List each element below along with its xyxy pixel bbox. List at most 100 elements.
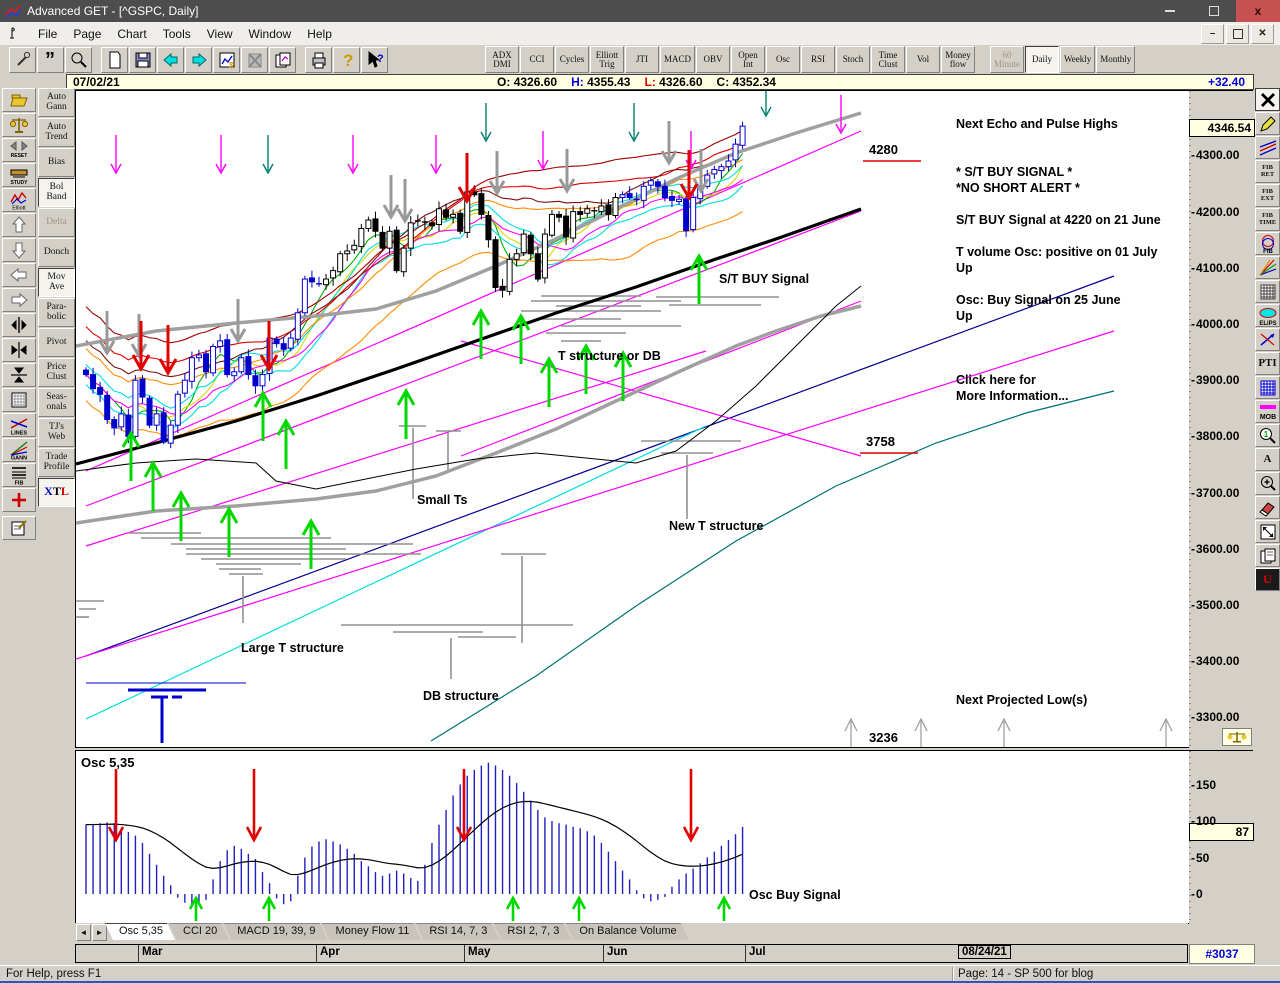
price-chart[interactable]: 4280 3758 3236 S/T BUY Signal T structure or… xyxy=(75,78,1190,748)
study-trade-profile-button[interactable]: Trade Profile xyxy=(38,448,75,477)
indicator-jti[interactable]: JTI xyxy=(625,46,659,73)
context-help-button[interactable]: ? xyxy=(361,46,388,73)
study-tool-button[interactable]: STUDY xyxy=(2,163,36,187)
chart-edit-button[interactable]: $ xyxy=(213,46,240,73)
properties-tool-button[interactable] xyxy=(2,516,36,540)
menu-tools[interactable]: Tools xyxy=(162,26,191,41)
expand-vertical-tool-button[interactable] xyxy=(2,363,36,387)
indicator-osc[interactable]: Osc xyxy=(766,46,801,73)
child-close-button[interactable]: ✕ xyxy=(1251,23,1274,44)
child-minimize-button[interactable]: – xyxy=(1201,23,1224,44)
timeframe-daily[interactable]: Daily xyxy=(1025,46,1060,73)
indicator-cci[interactable]: CCI xyxy=(520,46,554,73)
indicator-money-flow[interactable]: Money flow xyxy=(941,46,976,73)
tab-rsi-2-7-3[interactable]: RSI 2, 7, 3 xyxy=(493,923,571,940)
compress-vertical-tool-button[interactable] xyxy=(2,313,36,337)
blue-grid-tool-button[interactable] xyxy=(1255,376,1280,399)
gann-fan-tool-button[interactable] xyxy=(1255,256,1280,279)
oscillator-panel[interactable]: Osc 5,35 Osc Buy Signal xyxy=(75,750,1190,924)
menu-file[interactable]: File xyxy=(38,26,58,41)
tab-scroll-left-button[interactable]: ◄ xyxy=(76,924,91,941)
elliott-tool-button[interactable]: Elliott xyxy=(2,188,36,212)
date-axis[interactable]: Mar Apr May Jun Jul 08/24/21 xyxy=(75,944,1188,963)
fib-circle-tool-button[interactable]: FIB xyxy=(1255,232,1280,255)
timeframe-monthly[interactable]: Monthly xyxy=(1096,46,1136,73)
arrow-right-tool-button[interactable] xyxy=(2,288,36,312)
grid-tool-button[interactable] xyxy=(1255,280,1280,303)
magnify-one-tool-button[interactable]: 1 xyxy=(1255,424,1280,447)
tab-on-balance-volume[interactable]: On Balance Volume xyxy=(565,923,688,940)
fib-time-tool-button[interactable]: FIB TIME xyxy=(1255,208,1280,231)
arrow-up-tool-button[interactable] xyxy=(2,213,36,237)
search-button[interactable] xyxy=(65,46,92,73)
tab-osc-5-35[interactable]: Osc 5,35 xyxy=(105,923,175,940)
tab-money-flow-11[interactable]: Money Flow 11 xyxy=(322,923,422,940)
indicator-stoch[interactable]: Stoch xyxy=(836,46,871,73)
arrow-down-tool-button[interactable] xyxy=(2,238,36,262)
expand-grid-tool-button[interactable] xyxy=(1255,520,1280,543)
study-bias-button[interactable]: Bias xyxy=(38,148,75,177)
study-auto-gann-button[interactable]: Auto Gann xyxy=(38,88,75,117)
tab-scroll-right-button[interactable]: ► xyxy=(92,924,107,941)
study-auto-trend-button[interactable]: Auto Trend xyxy=(38,118,75,147)
copy-pages-tool-button[interactable] xyxy=(1255,544,1280,567)
study-bol-band-button[interactable]: Bol Band xyxy=(38,178,75,207)
study-tjs-web-button[interactable]: TJ's Web xyxy=(38,418,75,447)
open-folder-tool-button[interactable] xyxy=(2,88,36,112)
menu-view[interactable]: View xyxy=(206,26,233,41)
indicator-cycles[interactable]: Cycles xyxy=(555,46,589,73)
print-button[interactable] xyxy=(305,46,332,73)
text-tool-button[interactable]: A xyxy=(1255,448,1280,471)
child-restore-button[interactable] xyxy=(1226,23,1249,44)
study-price-clust-button[interactable]: Price Clust xyxy=(38,358,75,387)
grid-page-tool-button[interactable] xyxy=(2,388,36,412)
reset-tool-button[interactable]: RESET xyxy=(2,138,36,162)
study-xtl-button[interactable]: XTL xyxy=(38,478,75,507)
study-para--bolic-button[interactable]: Para-bolic xyxy=(38,298,75,327)
timeframe-60-minute[interactable]: 60 Minute xyxy=(990,46,1025,73)
indicator-rsi[interactable]: RSI xyxy=(801,46,836,73)
scales-tool-button[interactable] xyxy=(2,113,36,137)
page-forward-button[interactable] xyxy=(185,46,212,73)
mob-tool-button[interactable]: MOB xyxy=(1255,400,1280,423)
scale-settings-button[interactable] xyxy=(1222,728,1252,746)
indicator-elliott-trig[interactable]: Elliott Trig xyxy=(590,46,624,73)
study-pivot-button[interactable]: Pivot xyxy=(38,328,75,357)
timeframe-weekly[interactable]: Weekly xyxy=(1060,46,1096,73)
menu-help[interactable]: Help xyxy=(307,26,332,41)
indicator-open-int[interactable]: Open Int xyxy=(731,46,766,73)
fib-retracement-tool-button[interactable]: FIB RET xyxy=(1255,160,1280,183)
pti-tool-button[interactable]: PTI xyxy=(1255,352,1280,375)
tab-macd-19-39-9[interactable]: MACD 19, 39, 9 xyxy=(223,923,327,940)
indicator-time-clust[interactable]: Time Clust xyxy=(871,46,906,73)
xarrows-tool-button[interactable] xyxy=(1255,328,1280,351)
notes-button[interactable]: ” xyxy=(37,46,64,73)
minimize-button[interactable] xyxy=(1148,0,1192,22)
gann-tool-button[interactable]: GANN xyxy=(2,438,36,462)
pin-button[interactable] xyxy=(9,46,36,73)
indicator-obv[interactable]: OBV xyxy=(696,46,731,73)
indicator-adx-dmi[interactable]: ADX DMI xyxy=(485,46,519,73)
indicator-vol[interactable]: Vol xyxy=(906,46,941,73)
tab-cci-20[interactable]: CCI 20 xyxy=(169,923,229,940)
study-seas--onals-button[interactable]: Seas-onals xyxy=(38,388,75,417)
delete-tool-button[interactable] xyxy=(1255,88,1280,111)
eraser-tool-button[interactable] xyxy=(1255,496,1280,519)
new-doc-button[interactable] xyxy=(101,46,128,73)
trend-lines-tool-button[interactable] xyxy=(1255,136,1280,159)
pages-chart-button[interactable] xyxy=(269,46,296,73)
tab-rsi-14-7-3[interactable]: RSI 14, 7, 3 xyxy=(415,923,499,940)
magnet-u-tool-button[interactable]: U xyxy=(1255,568,1280,591)
help-button[interactable]: ? xyxy=(333,46,360,73)
compress-horizontal-tool-button[interactable] xyxy=(2,338,36,362)
lines-tool-button[interactable]: LINES xyxy=(2,413,36,437)
menu-chart[interactable]: Chart xyxy=(117,26,147,41)
price-axis[interactable]: 4346.54 4300.00 4200.00 4100.00 4000.00 3900… xyxy=(1189,90,1255,748)
zoom-tool-button[interactable] xyxy=(1255,472,1280,495)
ellipse-tool-button[interactable]: ELiPS xyxy=(1255,304,1280,327)
restore-button[interactable] xyxy=(1192,0,1236,22)
pencil-tool-button[interactable] xyxy=(1255,112,1280,135)
study-mov-ave-button[interactable]: Mov Ave xyxy=(38,268,75,297)
indicator-macd[interactable]: MACD xyxy=(660,46,696,73)
fib-extension-tool-button[interactable]: FIB EXT xyxy=(1255,184,1280,207)
